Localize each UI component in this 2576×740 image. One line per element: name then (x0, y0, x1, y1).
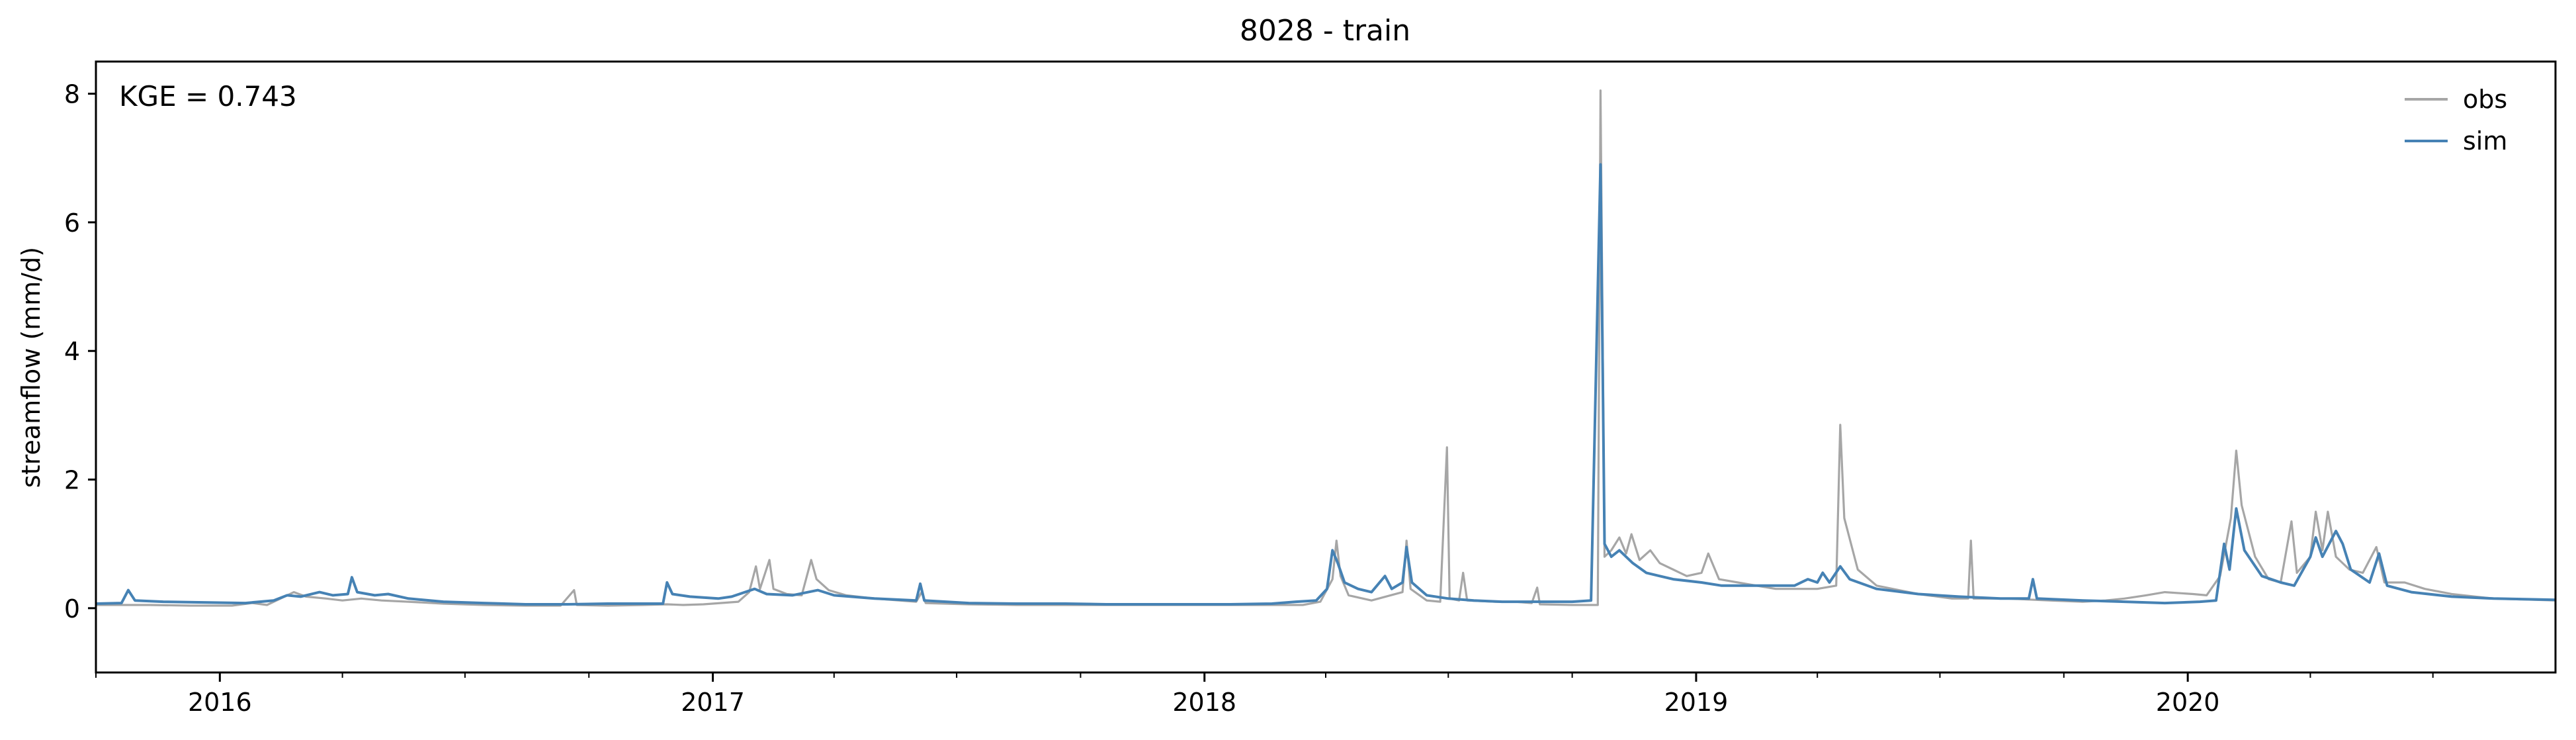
series-line-sim (95, 163, 2556, 606)
legend: obs sim (2405, 85, 2507, 156)
y-tick-label: 8 (64, 80, 80, 109)
x-tick-label: 2020 (2156, 688, 2220, 717)
kge-annotation: KGE = 0.743 (119, 80, 297, 113)
y-tick-label: 2 (64, 466, 80, 495)
x-tick-label: 2017 (681, 688, 745, 717)
series-layer (95, 89, 2556, 607)
y-tick-label: 4 (64, 337, 80, 366)
x-tick-label: 2019 (1664, 688, 1729, 717)
y-tick-label: 6 (64, 208, 80, 238)
y-tick-label: 0 (64, 594, 80, 624)
y-axis-title: streamflow (mm/d) (17, 247, 46, 488)
x-axis: 2016 2017 2018 2019 2020 (95, 672, 2434, 717)
legend-sim-label: sim (2463, 126, 2507, 156)
chart-title: 8028 - train (1240, 14, 1410, 48)
x-tick-label: 2018 (1172, 688, 1236, 717)
x-tick-label: 2016 (188, 688, 252, 717)
y-axis: 0 2 4 6 8 (64, 80, 96, 624)
legend-obs-label: obs (2463, 85, 2507, 114)
